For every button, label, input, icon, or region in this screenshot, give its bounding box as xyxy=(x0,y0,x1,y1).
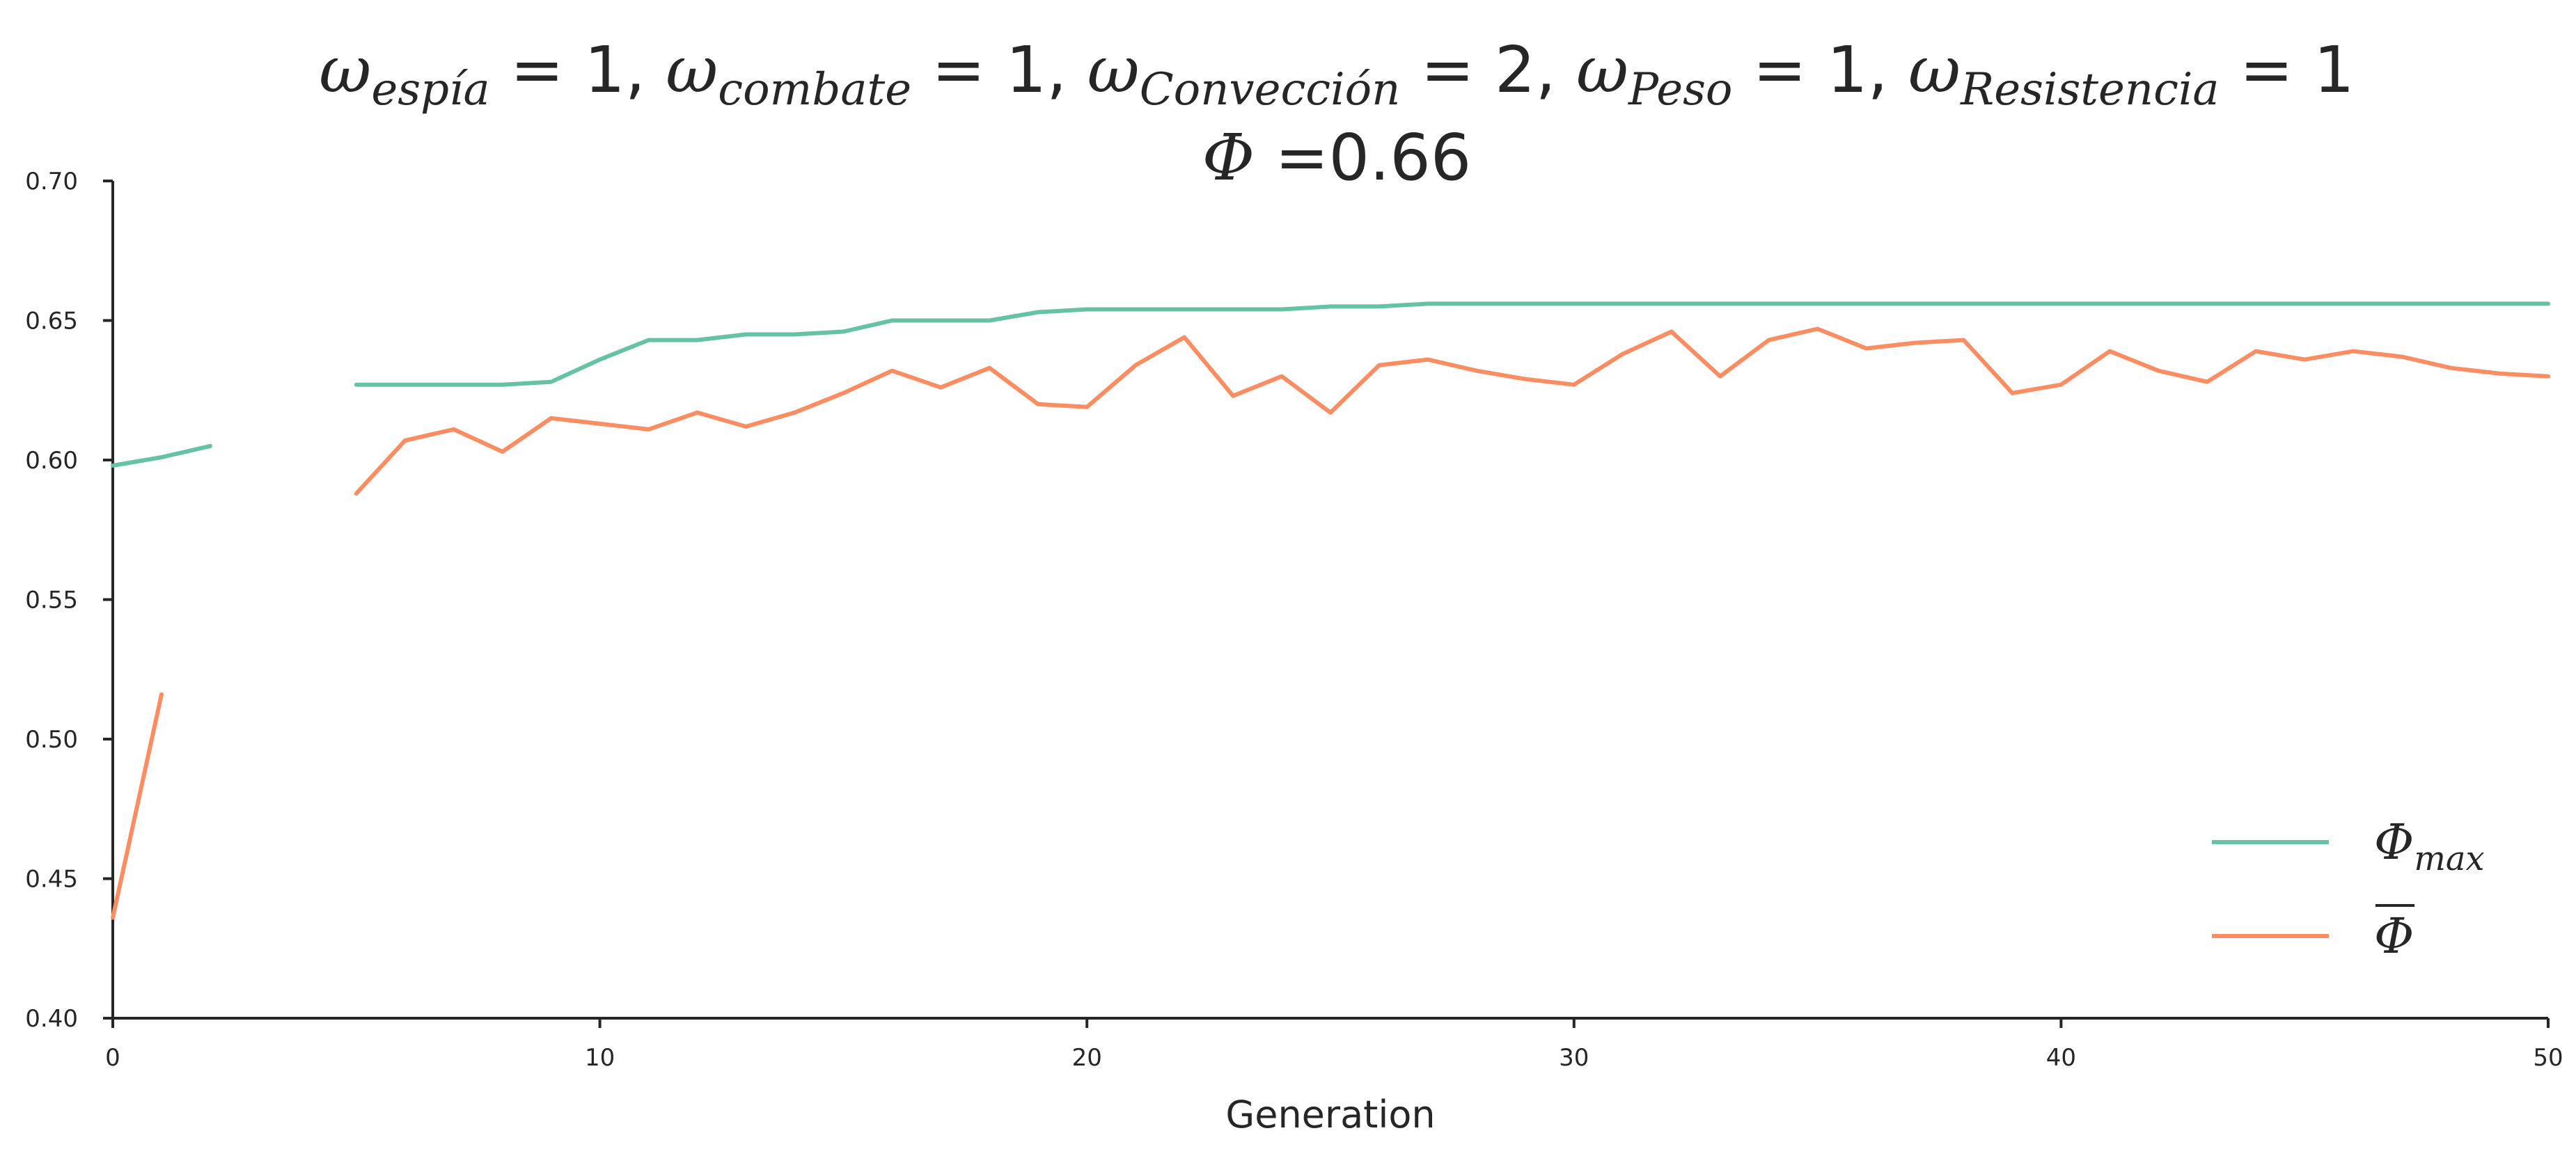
chart-title-line1: ωespía = 1, ωcombate = 1, ωConvección = … xyxy=(319,33,2354,116)
y-tick-label: 0.40 xyxy=(25,1005,78,1033)
legend-item: Φ xyxy=(2212,904,2414,965)
y-tick-label: 0.55 xyxy=(25,587,78,615)
series-phi-max xyxy=(111,301,2550,468)
x-tick-label: 10 xyxy=(585,1044,615,1072)
series-line-segment xyxy=(111,443,212,468)
x-axis-label: Generation xyxy=(1225,1093,1435,1137)
y-tick-label: 0.65 xyxy=(25,308,78,335)
y-tick-label: 0.45 xyxy=(25,866,78,894)
y-tick-label: 0.60 xyxy=(25,447,78,475)
y-tick-label: 0.50 xyxy=(25,726,78,754)
chart-title-line2: Φ =0.66 xyxy=(1202,120,1472,195)
series-line-segment xyxy=(354,301,2550,387)
series-layer xyxy=(111,301,2550,920)
legend-item: Φmax xyxy=(2212,814,2485,878)
x-tick-label: 30 xyxy=(1559,1044,1589,1072)
legend-label: Φmax xyxy=(2374,814,2485,878)
chart-axes: 0.40 0.45 0.50 0.55 0.60 0.65 0.70 0 10 20 30 40 50 xyxy=(25,168,2563,1072)
x-tick-label: 50 xyxy=(2533,1044,2563,1072)
legend-label: Φ xyxy=(2374,908,2414,965)
y-tick-label: 0.70 xyxy=(25,168,78,196)
chart-legend: Φmax Φ xyxy=(2212,814,2485,965)
x-tick-label: 20 xyxy=(1072,1044,1102,1072)
series-line-segment xyxy=(354,326,2550,496)
chart-title: ωespía = 1, ωcombate = 1, ωConvección = … xyxy=(319,33,2354,195)
series-line-segment xyxy=(111,692,164,920)
x-tick-label: 0 xyxy=(105,1044,120,1072)
series-phi-mean xyxy=(111,326,2550,920)
x-tick-label: 40 xyxy=(2046,1044,2076,1072)
